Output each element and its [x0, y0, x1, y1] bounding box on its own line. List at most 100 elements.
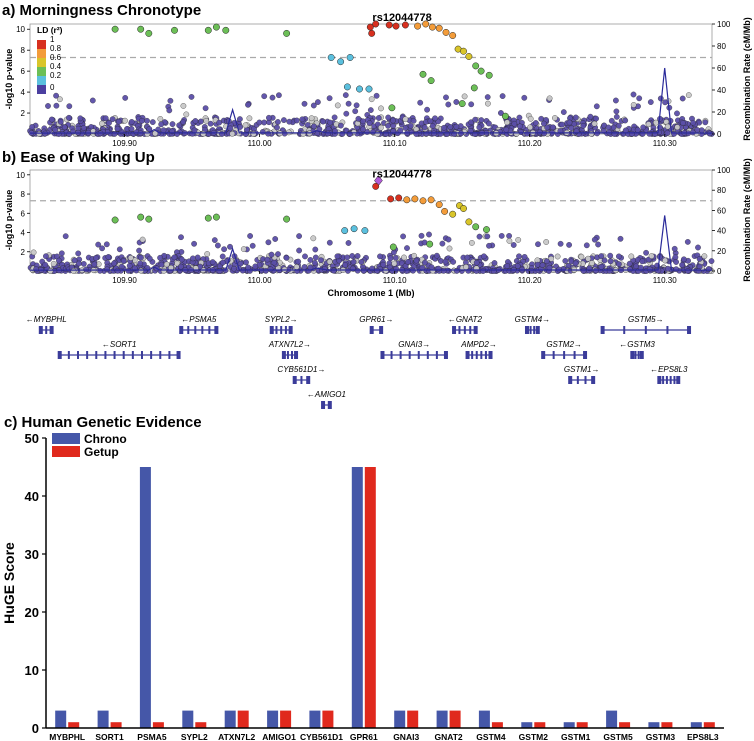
background-snp-point	[613, 97, 619, 104]
x-tick-label: 110.20	[518, 139, 542, 148]
background-snp-point	[640, 124, 647, 131]
gene-exon	[104, 351, 107, 359]
background-snp-point	[662, 257, 668, 264]
background-snp-point	[383, 131, 389, 137]
background-snp-point	[472, 116, 479, 123]
background-snp-point	[180, 119, 186, 125]
background-snp-point	[307, 257, 314, 263]
gene-exon	[269, 326, 274, 334]
background-snp-point	[180, 103, 187, 109]
snp-point	[426, 240, 434, 248]
y-tick-label: 8	[21, 46, 26, 55]
background-snp-point	[543, 239, 550, 245]
background-snp-point	[216, 268, 223, 274]
snp-point	[372, 20, 380, 28]
gene-model: AMPD2→	[460, 340, 497, 359]
snp-point	[365, 85, 373, 93]
gene-exon	[399, 351, 402, 359]
gene-exon	[452, 326, 457, 334]
background-snp-point	[302, 253, 308, 260]
bar-chrono	[436, 710, 448, 728]
gene-exon	[131, 351, 134, 359]
y-tick-label: 6	[21, 67, 26, 76]
gene-exon	[529, 326, 532, 334]
background-snp-point	[252, 263, 259, 270]
background-snp-point	[591, 120, 598, 127]
background-snp-point	[476, 233, 483, 240]
snp-point	[388, 104, 396, 112]
gene-model: ←GNAT2	[448, 315, 482, 334]
bar-y-tick-label: 30	[25, 547, 39, 562]
background-snp-point	[673, 266, 680, 273]
background-snp-point	[99, 245, 105, 252]
bar-category-label: GSTM4	[476, 732, 506, 741]
background-snp-point	[541, 120, 547, 127]
gene-exon	[201, 326, 204, 334]
background-snp-point	[221, 246, 227, 253]
snp-point	[465, 53, 473, 60]
gene-exon	[637, 351, 640, 359]
x-tick-label: 110.00	[248, 276, 272, 285]
bar-chrono	[521, 722, 533, 728]
rec-tick-label: 80	[717, 186, 726, 195]
bar-category-label: GSTM1	[561, 732, 591, 741]
background-snp-point	[532, 120, 539, 126]
bar-y-tick-label: 20	[25, 605, 39, 620]
background-snp-point	[350, 259, 357, 265]
snp-point	[137, 213, 145, 221]
background-snp-point	[268, 251, 275, 258]
gene-exon	[321, 401, 326, 409]
bar-category-label: GNAI3	[393, 732, 419, 741]
background-snp-point	[390, 122, 397, 129]
snp-point	[442, 28, 450, 36]
background-snp-point	[453, 99, 460, 105]
snp-point	[441, 207, 449, 215]
x-axis-label: Chromosome 1 (Mb)	[327, 288, 414, 298]
background-snp-point	[387, 255, 394, 262]
background-snp-point	[617, 235, 624, 242]
background-snp-point	[473, 259, 480, 266]
bar-category-label: GPR61	[350, 732, 378, 741]
snp-point	[403, 196, 411, 204]
background-snp-point	[405, 259, 411, 265]
background-snp-point	[374, 267, 380, 274]
snp-point	[372, 182, 380, 190]
gene-model: ←AMIGO1	[307, 390, 346, 409]
snp-point	[337, 58, 345, 66]
background-snp-point	[463, 264, 469, 270]
legend-label-chrono: Chrono	[84, 432, 127, 446]
gene-label: ←MYBPHL	[26, 315, 67, 324]
background-snp-point	[339, 131, 346, 137]
background-snp-point	[469, 240, 475, 246]
background-snp-point	[481, 253, 487, 260]
bar-chrono	[394, 710, 406, 728]
background-snp-point	[342, 262, 349, 268]
background-snp-point	[485, 100, 491, 107]
background-snp-point	[392, 254, 399, 261]
recombination-axis-label: Recombination Rate (cM/Mb)	[742, 17, 752, 141]
background-snp-point	[521, 94, 528, 101]
background-snp-point	[334, 253, 341, 260]
y-tick-label: 4	[21, 88, 26, 97]
background-snp-point	[672, 254, 679, 261]
gene-exon	[300, 376, 303, 384]
gene-model: GPR61→	[359, 315, 394, 334]
background-snp-point	[256, 119, 263, 126]
background-snp-point	[343, 110, 350, 117]
gene-exon	[665, 376, 668, 384]
background-snp-point	[583, 242, 590, 249]
gene-label: GNAI3→	[398, 340, 430, 349]
background-snp-point	[345, 240, 352, 246]
background-snp-point	[442, 258, 449, 265]
rec-tick-label: 80	[717, 42, 726, 51]
background-snp-point	[338, 122, 344, 129]
background-snp-point	[315, 99, 321, 105]
rec-tick-label: 40	[717, 86, 726, 95]
background-snp-point	[57, 96, 63, 103]
gene-label: GSTM4→	[515, 315, 551, 324]
background-snp-point	[283, 254, 290, 261]
background-snp-point	[616, 253, 622, 260]
background-snp-point	[354, 253, 361, 259]
bar-category-label: GSTM3	[646, 732, 676, 741]
snp-point	[419, 70, 427, 78]
